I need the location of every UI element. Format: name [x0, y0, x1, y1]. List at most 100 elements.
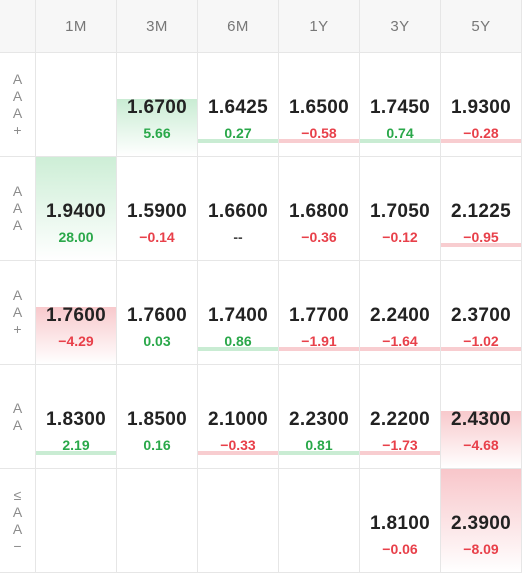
yield-cell[interactable]: 1.8500 0.16: [117, 365, 198, 469]
yield-cell[interactable]: 2.2200 −1.73: [360, 365, 441, 469]
yield-cell[interactable]: 1.8100 −0.06: [360, 469, 441, 573]
yield-value: 1.7050: [370, 201, 430, 222]
yield-cell[interactable]: 1.7400 0.86: [198, 261, 279, 365]
yield-change: −0.14: [139, 229, 175, 245]
yield-cell[interactable]: 1.6425 0.27: [198, 53, 279, 157]
column-header-3y[interactable]: 3Y: [360, 0, 441, 53]
yield-value: 1.8100: [370, 513, 430, 534]
row-header-char: ≤: [13, 486, 22, 503]
yield-cell: [198, 469, 279, 573]
yield-cell[interactable]: 2.2300 0.81: [279, 365, 360, 469]
row-header[interactable]: ≤ A A −: [0, 469, 36, 573]
row-header-char: +: [13, 321, 22, 337]
yield-change: −0.12: [382, 229, 418, 245]
yield-change: 0.74: [386, 125, 414, 141]
row-header-char: A: [12, 399, 23, 416]
yield-change: −0.28: [463, 125, 499, 141]
column-header-1m[interactable]: 1M: [36, 0, 117, 53]
yield-cell[interactable]: 1.5900 −0.14: [117, 157, 198, 261]
yield-change: −0.58: [301, 125, 337, 141]
heat-bar: [441, 139, 521, 143]
yield-change: −0.36: [301, 229, 337, 245]
yield-value: 2.2400: [370, 305, 430, 326]
yield-cell[interactable]: 2.1225 −0.95: [441, 157, 522, 261]
column-header-1y[interactable]: 1Y: [279, 0, 360, 53]
yield-cell[interactable]: 1.8300 2.19: [36, 365, 117, 469]
yield-change: 2.19: [62, 437, 90, 453]
yield-value: 2.3700: [451, 305, 511, 326]
row-header-char: A: [12, 183, 23, 199]
yield-value: 1.7600: [127, 305, 187, 326]
yield-value: 2.2300: [289, 409, 349, 430]
yield-value: 1.8300: [46, 409, 106, 430]
row-header-char: A: [12, 87, 23, 104]
heat-fill: [117, 99, 197, 156]
column-header-6m[interactable]: 6M: [198, 0, 279, 53]
yield-change: −0.95: [463, 229, 499, 245]
row-header-char: A: [12, 304, 23, 320]
heat-bar: [360, 451, 440, 455]
heat-bar: [279, 451, 359, 455]
yield-cell: [117, 469, 198, 573]
yield-value: 1.6500: [289, 97, 349, 118]
yield-change: −4.68: [463, 437, 499, 453]
yield-cell[interactable]: 2.2400 −1.64: [360, 261, 441, 365]
yield-cell[interactable]: 1.7600 −4.29: [36, 261, 117, 365]
yield-value: 1.9300: [451, 97, 511, 118]
yield-value: 1.6600: [208, 201, 268, 222]
yield-cell[interactable]: 2.4300 −4.68: [441, 365, 522, 469]
yield-value: 1.5900: [127, 201, 187, 222]
yield-cell[interactable]: 1.6800 −0.36: [279, 157, 360, 261]
yield-value: 1.7700: [289, 305, 349, 326]
yield-change: --: [233, 229, 243, 245]
yield-cell[interactable]: 1.6500 −0.58: [279, 53, 360, 157]
yield-cell: [36, 53, 117, 157]
yield-change: 0.86: [224, 333, 252, 349]
row-header-char: A: [12, 70, 23, 87]
yield-cell[interactable]: 1.6600 --: [198, 157, 279, 261]
row-header[interactable]: A A A +: [0, 53, 36, 157]
yield-cell: [279, 469, 360, 573]
heat-bar: [36, 451, 116, 455]
row-header-char: A: [12, 287, 23, 303]
yield-change: 0.16: [143, 437, 171, 453]
yield-cell[interactable]: 1.9400 28.00: [36, 157, 117, 261]
yield-value: 2.3900: [451, 513, 511, 534]
yield-change: −1.91: [301, 333, 337, 349]
heat-bar: [441, 347, 521, 351]
yield-cell[interactable]: 1.7450 0.74: [360, 53, 441, 157]
row-header-char: +: [13, 121, 22, 138]
yield-cell[interactable]: 1.7600 0.03: [117, 261, 198, 365]
column-header-5y[interactable]: 5Y: [441, 0, 522, 53]
yield-change: 0.03: [143, 333, 171, 349]
row-header-char: A: [12, 104, 23, 121]
yield-cell[interactable]: 1.9300 −0.28: [441, 53, 522, 157]
yield-change: −1.64: [382, 333, 418, 349]
yield-cell[interactable]: 2.3900 −8.09: [441, 469, 522, 573]
yield-value: 1.7450: [370, 97, 430, 118]
heat-bar: [360, 139, 440, 143]
yield-change: 0.81: [305, 437, 333, 453]
yield-cell[interactable]: 2.1000 −0.33: [198, 365, 279, 469]
yield-change: 28.00: [58, 229, 94, 245]
yield-cell[interactable]: 1.7700 −1.91: [279, 261, 360, 365]
row-header-char: A: [12, 416, 23, 433]
yield-value: 1.6800: [289, 201, 349, 222]
heat-fill: [36, 307, 116, 364]
yield-change: 5.66: [143, 125, 171, 141]
yield-value: 1.8500: [127, 409, 187, 430]
yield-cell[interactable]: 1.6700 5.66: [117, 53, 198, 157]
row-header[interactable]: A A +: [0, 261, 36, 365]
yield-change: −0.06: [382, 541, 418, 557]
row-header-char: A: [12, 217, 23, 233]
yield-value: 1.7400: [208, 305, 268, 326]
yield-cell[interactable]: 2.3700 −1.02: [441, 261, 522, 365]
heat-fill: [441, 411, 521, 468]
row-header-char: −: [13, 537, 22, 554]
column-header-3m[interactable]: 3M: [117, 0, 198, 53]
yield-cell[interactable]: 1.7050 −0.12: [360, 157, 441, 261]
heat-bar: [198, 451, 278, 455]
